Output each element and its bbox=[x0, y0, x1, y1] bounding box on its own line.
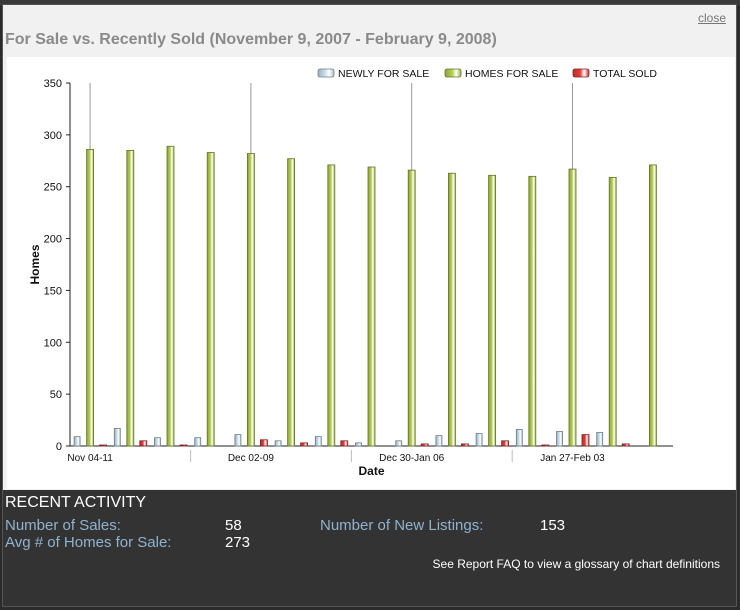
bar bbox=[166, 145, 175, 447]
bar bbox=[581, 434, 590, 447]
bar bbox=[314, 436, 322, 447]
x-tick-label: Dec 30-Jan 06 bbox=[379, 453, 444, 464]
legend-label: NEWLY FOR SALE bbox=[338, 68, 429, 80]
y-tick-label: 100 bbox=[44, 337, 62, 349]
x-axis-title: Date bbox=[358, 464, 384, 478]
y-tick-label: 300 bbox=[44, 130, 62, 142]
bar bbox=[194, 437, 202, 447]
bar bbox=[340, 440, 349, 447]
bar bbox=[287, 158, 296, 447]
chart-panel: 0 50 100 150 200 250 300 350 Nov 04-11 Dec 02-09 D… bbox=[7, 57, 735, 489]
bar bbox=[113, 427, 121, 447]
bar bbox=[460, 443, 469, 447]
x-tick-label: Jan 27-Feb 03 bbox=[540, 453, 605, 464]
bar bbox=[367, 166, 376, 447]
y-axis-title: Homes bbox=[28, 244, 42, 284]
bar bbox=[259, 439, 268, 447]
bar bbox=[300, 442, 309, 447]
bar bbox=[86, 148, 94, 447]
avg-homes-value: 273 bbox=[225, 534, 251, 551]
bar bbox=[206, 152, 215, 447]
bar bbox=[447, 172, 456, 447]
bar bbox=[234, 434, 242, 447]
bar bbox=[99, 444, 107, 447]
avg-homes-label: Avg # of Homes for Sale: bbox=[5, 534, 172, 551]
x-tick-label: Nov 04-11 bbox=[67, 453, 113, 464]
new-listings-label: Number of New Listings: bbox=[320, 517, 484, 534]
bar bbox=[179, 444, 188, 447]
bar bbox=[395, 440, 403, 447]
bar bbox=[327, 164, 336, 447]
bar bbox=[475, 433, 483, 447]
report-dialog: close For Sale vs. Recently Sold (Novemb… bbox=[2, 4, 737, 607]
bar-chart: 0 50 100 150 200 250 300 350 Nov 04-11 Dec 02-09 D… bbox=[28, 68, 673, 478]
y-tick-label: 200 bbox=[44, 234, 62, 246]
bar bbox=[73, 436, 81, 447]
y-tick-label: 50 bbox=[50, 389, 62, 401]
y-tick-label: 250 bbox=[44, 182, 62, 194]
bar bbox=[274, 440, 282, 447]
bar bbox=[435, 435, 443, 447]
y-tick-label: 350 bbox=[44, 78, 62, 90]
bar bbox=[541, 444, 550, 447]
close-link[interactable]: close bbox=[697, 11, 726, 25]
legend-label: HOMES FOR SALE bbox=[465, 68, 558, 80]
legend-swatch bbox=[572, 68, 590, 78]
bar bbox=[355, 442, 362, 447]
bar bbox=[126, 150, 135, 447]
x-tick-label: Dec 02-09 bbox=[228, 453, 275, 464]
bar bbox=[488, 174, 497, 447]
legend-swatch bbox=[444, 68, 462, 78]
bar bbox=[515, 429, 523, 447]
new-listings-value: 153 bbox=[540, 517, 566, 534]
y-tick-label: 150 bbox=[44, 285, 62, 297]
legend-label: TOTAL SOLD bbox=[593, 68, 657, 80]
bar bbox=[608, 176, 617, 447]
bar bbox=[596, 432, 604, 447]
sales-label: Number of Sales: bbox=[5, 517, 121, 534]
bar bbox=[568, 168, 577, 447]
chart-title: For Sale vs. Recently Sold (November 9, … bbox=[5, 31, 497, 48]
bar bbox=[528, 175, 537, 447]
bar bbox=[139, 440, 148, 447]
background-strip bbox=[0, 0, 740, 6]
recent-activity-heading: RECENT ACTIVITY bbox=[5, 494, 147, 511]
y-tick-label: 0 bbox=[56, 441, 62, 453]
bar bbox=[501, 440, 510, 447]
bar bbox=[556, 431, 563, 447]
bar bbox=[154, 437, 161, 447]
faq-link[interactable]: See Report FAQ to view a glossary of cha… bbox=[432, 557, 720, 571]
bar bbox=[407, 169, 416, 447]
chart-area: close For Sale vs. Recently Sold (Novemb… bbox=[3, 5, 736, 490]
sales-value: 58 bbox=[225, 517, 242, 534]
bar bbox=[246, 153, 255, 447]
legend-swatch bbox=[317, 68, 335, 78]
bar bbox=[420, 443, 429, 447]
bar bbox=[649, 164, 657, 447]
bar bbox=[621, 443, 630, 447]
